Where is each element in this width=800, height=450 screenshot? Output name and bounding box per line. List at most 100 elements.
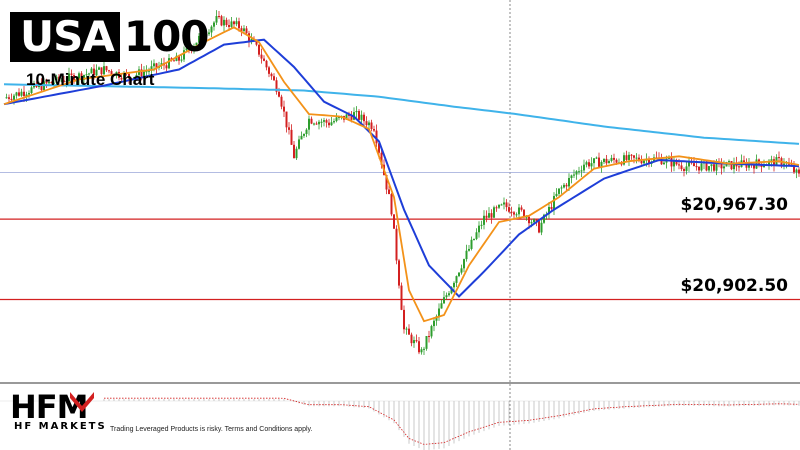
- candle-body: [398, 260, 400, 286]
- candle-body: [335, 117, 338, 122]
- candle: [30, 85, 33, 95]
- candle: [15, 91, 18, 99]
- candle-body: [93, 68, 95, 76]
- candle-body: [793, 165, 795, 173]
- candle-body: [288, 127, 290, 130]
- candle: [548, 202, 550, 219]
- candle: [225, 17, 228, 28]
- candle: [303, 133, 305, 138]
- candle-body: [210, 26, 213, 33]
- candle-body: [635, 157, 638, 159]
- candle: [215, 10, 218, 25]
- candle: [220, 14, 223, 27]
- candle: [333, 118, 335, 124]
- candle-body: [453, 282, 455, 288]
- candle-body: [285, 111, 288, 128]
- candle-body: [668, 157, 670, 159]
- candle-body: [430, 326, 433, 337]
- candle-body: [198, 35, 200, 43]
- candle: [265, 59, 268, 71]
- candle: [585, 160, 588, 168]
- oscillator-signal-line: [104, 397, 800, 445]
- candlestick-series: [5, 10, 800, 356]
- candle-body: [58, 76, 60, 81]
- candle-body: [270, 73, 273, 77]
- candle: [405, 326, 408, 335]
- candle-body: [365, 121, 368, 126]
- chart-subtitle: 10-Minute Chart: [26, 70, 155, 89]
- logo-m-accent: [70, 392, 94, 412]
- candle-body: [243, 28, 245, 32]
- candle: [470, 236, 473, 251]
- candle: [733, 157, 735, 174]
- candle-body: [20, 91, 23, 96]
- candle-body: [218, 16, 220, 18]
- candle-body: [483, 215, 485, 225]
- candle: [180, 54, 183, 63]
- candle: [105, 65, 108, 72]
- candle-body: [418, 341, 420, 353]
- candle-body: [580, 170, 583, 172]
- logo-text: HFM: [10, 388, 87, 422]
- candle-body: [85, 74, 88, 76]
- candle-body: [230, 21, 233, 27]
- candle: [128, 73, 130, 84]
- candle-body: [448, 293, 450, 296]
- candle-body: [678, 164, 680, 166]
- candle-body: [465, 250, 468, 260]
- candle-body: [445, 295, 448, 298]
- candle-body: [395, 228, 398, 261]
- candle-body: [328, 122, 330, 126]
- candle-body: [770, 159, 773, 161]
- candle-body: [55, 76, 58, 83]
- candle-body: [585, 162, 588, 165]
- candle-body: [175, 55, 178, 61]
- candle-body: [495, 207, 498, 209]
- candle: [433, 317, 435, 332]
- candle: [505, 199, 508, 212]
- candle-body: [415, 340, 418, 342]
- candle: [210, 25, 213, 37]
- candle-body: [768, 160, 770, 165]
- candle-body: [508, 207, 510, 212]
- candle-body: [155, 63, 158, 68]
- candle-body: [548, 206, 550, 215]
- candle-body: [70, 73, 73, 76]
- candle-body: [573, 174, 575, 176]
- candle-body: [95, 69, 98, 76]
- candle-body: [400, 285, 403, 310]
- candle: [463, 258, 465, 273]
- candle: [720, 158, 723, 175]
- candle: [508, 202, 510, 213]
- candle-body: [583, 164, 585, 171]
- candle: [270, 72, 273, 80]
- candle: [245, 26, 248, 34]
- candle: [730, 160, 733, 171]
- candle-body: [673, 160, 675, 167]
- candle: [655, 151, 658, 159]
- candle: [108, 69, 110, 74]
- candle-body: [185, 48, 188, 51]
- candle: [78, 71, 80, 86]
- candle-body: [48, 81, 50, 84]
- candle-body: [413, 340, 415, 344]
- candle-body: [60, 80, 63, 82]
- candle-body: [420, 349, 423, 353]
- candle: [365, 116, 368, 129]
- candle-body: [260, 54, 263, 59]
- candle-body: [435, 316, 438, 321]
- candle: [290, 124, 293, 145]
- candle-body: [523, 209, 525, 218]
- candle: [595, 156, 598, 160]
- candle-body: [305, 129, 308, 134]
- level-label-upper: $20,967.30: [680, 195, 788, 216]
- candle-body: [18, 92, 20, 96]
- candle-body: [360, 114, 363, 120]
- candle: [688, 156, 690, 172]
- candle-body: [330, 122, 333, 126]
- candle-body: [700, 163, 703, 171]
- candle-body: [500, 204, 503, 206]
- candle-body: [798, 169, 800, 174]
- candle: [798, 167, 800, 177]
- candle: [408, 324, 410, 335]
